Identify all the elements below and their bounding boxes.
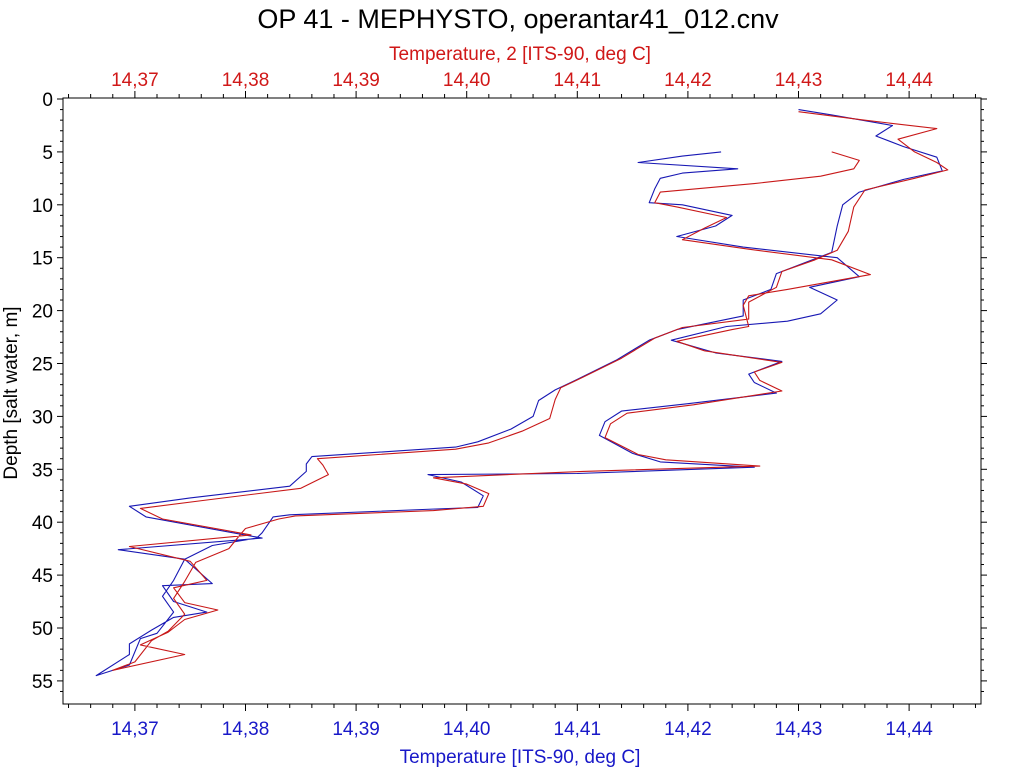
x-bottom-tick-label: 14,44 [885,719,933,740]
x-top-tick-label: 14,40 [443,70,491,91]
y-tick-label: 30 [32,407,53,428]
y-tick-label: 45 [32,566,53,587]
temperature-trace-blue [95,109,943,677]
y-tick-label: 15 [32,249,53,270]
x-bottom-tick-label: 14,42 [664,719,712,740]
x-bottom-tick-label: 14,40 [443,719,491,740]
plot-frame [62,97,982,705]
y-tick-label: 25 [32,355,53,376]
y-tick-label: 20 [32,302,53,323]
x-top-tick-label: 14,37 [111,70,159,91]
x-top-tick-label: 14,41 [554,70,602,91]
top-axis-label: Temperature, 2 [ITS-90, deg C] [389,44,651,65]
y-tick-label: 40 [32,513,53,534]
x-top-tick-label: 14,42 [664,70,712,91]
x-top-tick-label: 14,43 [775,70,823,91]
y-tick-label: 50 [32,619,53,640]
y-tick-label: 55 [32,672,53,693]
y-tick-label: 5 [42,143,53,164]
temperature-2-trace-red [112,111,949,671]
traces-layer [95,109,949,677]
x-bottom-tick-label: 14,43 [775,719,823,740]
bottom-axis-label: Temperature [ITS-90, deg C] [400,747,641,768]
x-top-tick-label: 14,38 [222,70,270,91]
x-top-tick-label: 14,44 [885,70,933,91]
x-bottom-tick-label: 14,39 [332,719,380,740]
ticks-layer: 0 5 10 15 20 25 30 35 40 45 50 55 14,37 14,38 14,39 14,… [32,70,987,740]
y-tick-label: 10 [32,196,53,217]
y-tick-label: 35 [32,460,53,481]
x-bottom-tick-label: 14,38 [222,719,270,740]
y-axis-label: Depth [salt water, m] [1,306,22,479]
chart-title: OP 41 - MEPHYSTO, operantar41_012.cnv [257,4,779,34]
x-bottom-tick-label: 14,41 [554,719,602,740]
x-bottom-tick-label: 14,37 [111,719,159,740]
x-top-tick-label: 14,39 [332,70,380,91]
y-tick-label: 0 [42,90,53,111]
